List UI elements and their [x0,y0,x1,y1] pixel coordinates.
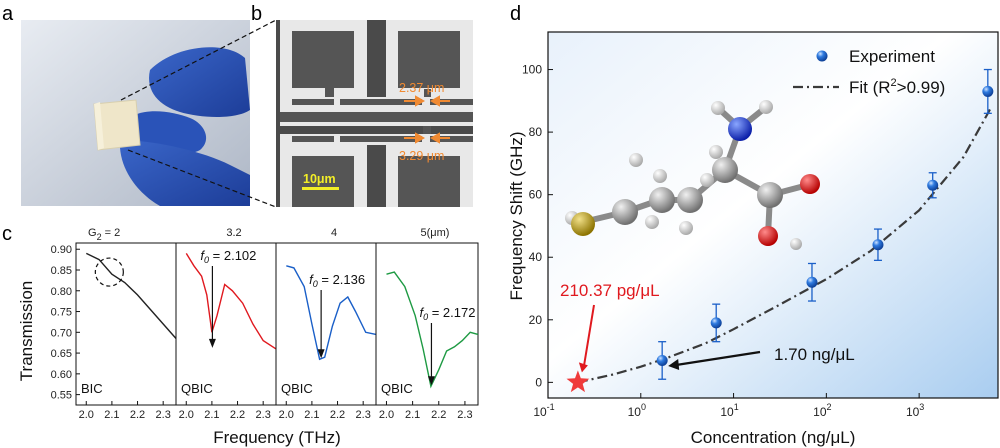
x-tick-label: 10-1 [533,402,554,419]
panel-d-label: d [510,3,521,25]
x-tick-label: 2.1 [304,409,319,421]
y-tick-label: 0.70 [51,327,72,339]
subplot-header: 3.2 [226,227,241,239]
y-tick-label: 0.85 [51,265,72,277]
dimension-bottom-label: 3.29 μm [399,149,444,163]
f0-annotation: f0 = 2.102 [200,248,256,265]
bic-circle [94,257,124,287]
x-tick-label: 101 [720,402,738,419]
x-tick-label: 2.2 [431,409,446,421]
conc-arrowhead [668,359,680,370]
conc-arrow [675,350,761,367]
panel-a-label: a [2,3,14,25]
scale-bar [302,187,339,190]
panel-d-plot: 0 20 40 60 80 100 10-1 100 101 102 103 210.37 pg/μL… [507,31,999,447]
y-tick-label: 40 [529,250,543,264]
subplot-header: 4 [331,227,337,239]
transmission-curve [185,253,277,350]
panel-a-photo [21,20,251,206]
lod-arrowhead [578,362,588,373]
transmission-curve [85,252,177,339]
y-tick-label: 0.60 [51,369,72,381]
panel-d-xlabel: Concentration (ng/μL) [691,428,856,447]
f0-arrowhead [208,338,216,348]
x-tick-label: 2.3 [356,409,371,421]
y-tick-label: 60 [529,188,543,202]
mode-label: BIC [81,381,103,396]
lod-arrow [582,304,595,367]
x-tick-label: 2.2 [130,409,145,421]
x-tick-label: 2.0 [279,409,294,421]
f0-annotation: f0 = 2.136 [309,272,365,289]
x-tick-label: 2.0 [379,409,394,421]
y-tick-label: 100 [522,63,542,77]
experiment-point [806,276,818,288]
y-tick-label: 20 [529,313,543,327]
legend-experiment-marker [816,50,828,62]
scale-bar-label: 10μm [303,172,336,186]
x-tick-label: 103 [906,402,924,419]
x-tick-label: 2.3 [256,409,271,421]
y-tick-label: 0 [535,375,542,389]
x-tick-label: 2.0 [79,409,94,421]
subplot-frame [375,242,479,406]
zoom-line-bottom [127,149,277,208]
x-tick-label: 2.1 [104,409,119,421]
x-tick-label: 100 [628,402,646,419]
y-tick-label: 0.65 [51,348,72,360]
zoom-line-top [120,19,277,101]
experiment-point [982,85,994,97]
mode-label: QBIC [281,381,313,396]
mode-label: QBIC [181,381,213,396]
x-tick-label: 2.1 [204,409,219,421]
dimension-top-arrows [404,95,450,107]
subplot-header: 5(μm) [421,227,450,239]
experiment-point [927,179,939,191]
lod-star [566,370,590,393]
dimension-top-label: 2.37 μm [399,81,444,95]
panel-b-label: b [251,3,262,25]
experiment-point [656,354,668,366]
experiment-point [872,239,884,251]
x-tick-label: 2.2 [230,409,245,421]
f0-arrowhead [317,349,325,359]
x-tick-label: 2.3 [457,409,472,421]
x-tick-label: 2.3 [156,409,171,421]
panel-c-label: c [2,223,12,245]
panel-c-xlabel: Frequency (THz) [213,428,341,447]
x-tick-label: 102 [813,402,831,419]
dimension-bottom-arrows [404,132,450,144]
x-tick-label: 2.1 [405,409,420,421]
y-tick-label: 0.80 [51,286,72,298]
f0-arrowhead [427,376,435,386]
panel-b-sem-image [276,20,473,207]
y-tick-label: 0.55 [51,390,72,402]
fit-line [577,106,993,384]
lod-label: 210.37 pg/μL [560,281,660,300]
panel-d-ylabel: Frequency Shift (GHz) [507,131,526,300]
subplot-header-g2: G2 = 2 [88,227,120,242]
y-tick-label: 80 [529,125,543,139]
y-tick-label: 0.90 [51,244,72,256]
legend-experiment-label: Experiment [849,47,935,66]
transmission-curve [386,271,479,389]
legend-fit-label: Fit (R2>0.99) [849,77,945,97]
panel-c-ylabel: Transmission [17,281,36,381]
x-tick-label: 2.0 [179,409,194,421]
y-tick-label: 0.75 [51,307,72,319]
transmission-curve [286,265,377,361]
x-tick-label: 2.2 [330,409,345,421]
mode-label: QBIC [381,381,413,396]
plot-frame [547,31,999,399]
conc-label: 1.70 ng/μL [774,345,855,364]
experiment-point [710,317,722,329]
molecule-image [565,100,820,250]
panel-c-plot: BIC 2.0 2.1 2.2 2.3 3.2 QBIC 2.0 2.1 2.2 2.3 f0 = 2… [51,227,479,421]
f0-annotation: f0 = 2.172 [419,305,475,322]
